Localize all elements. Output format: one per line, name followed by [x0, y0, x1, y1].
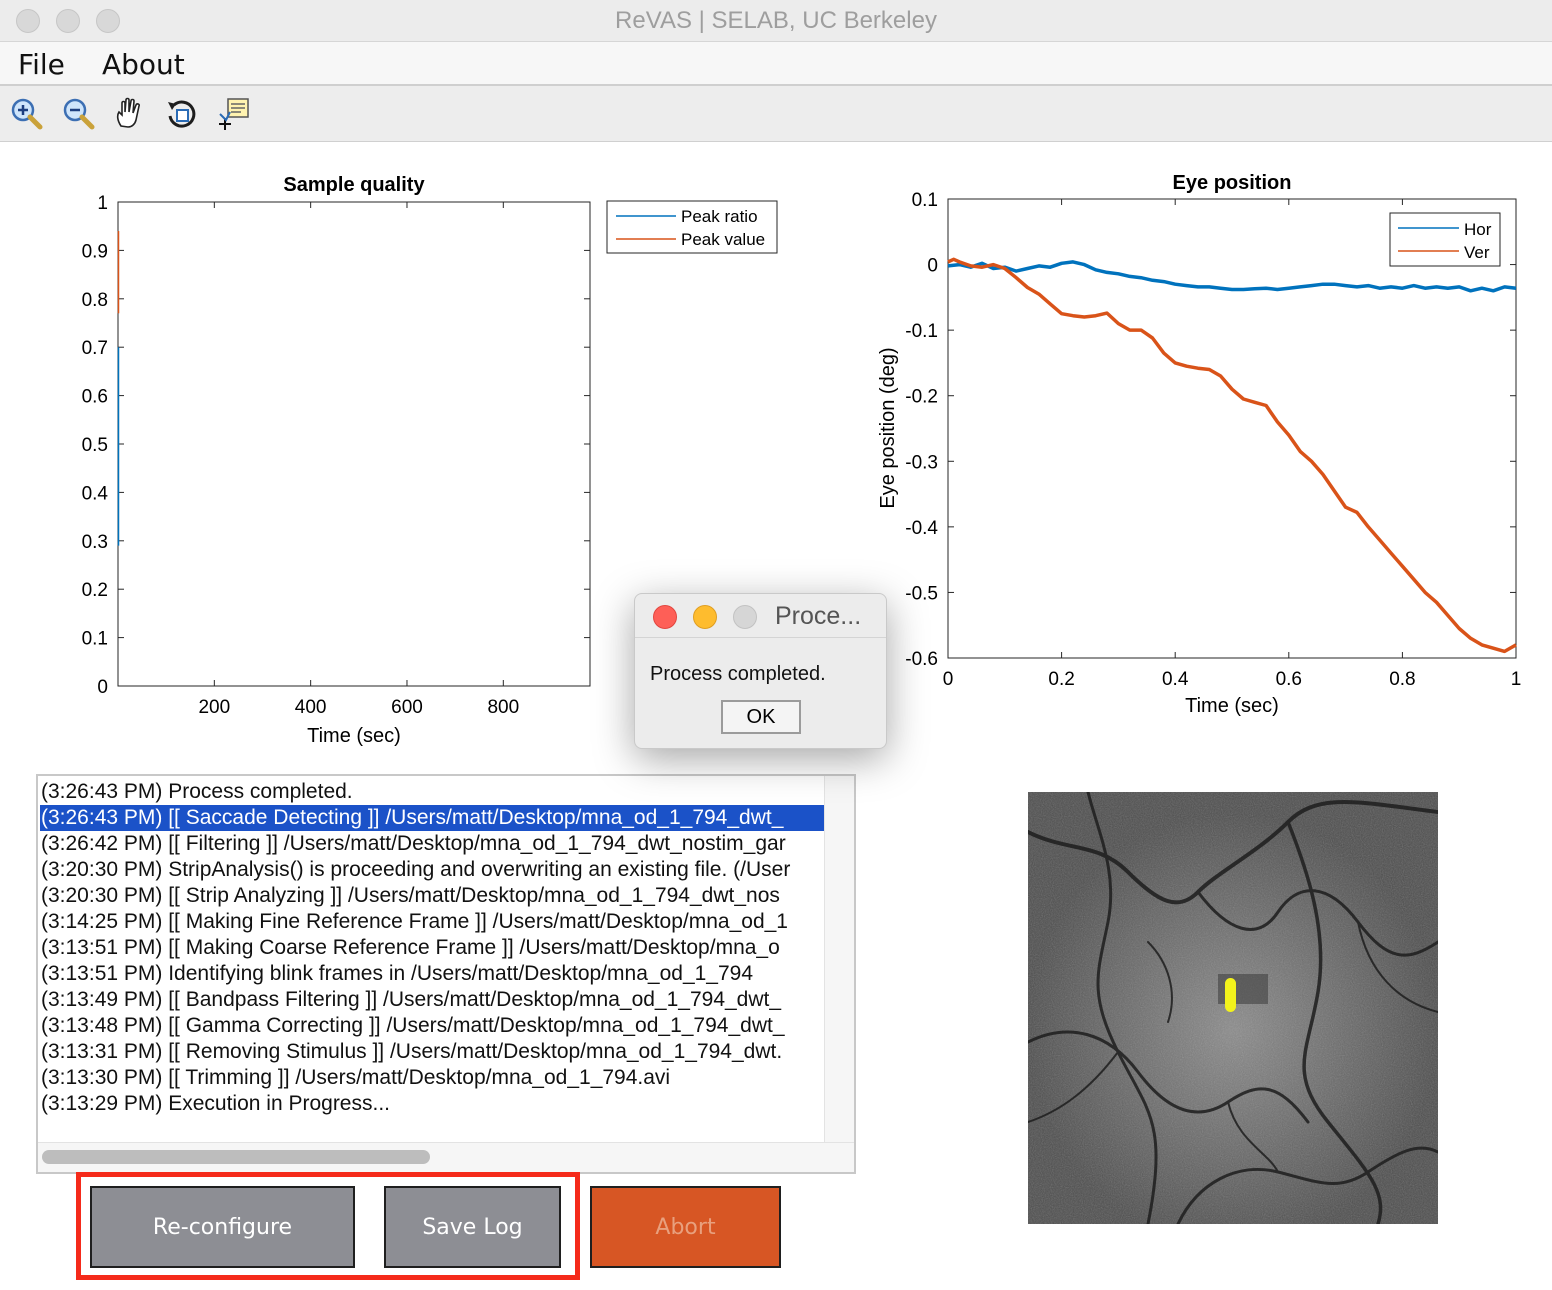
sample-quality-xtick-label: 600 [391, 697, 423, 718]
sample-quality-ytick-label: 0.5 [82, 435, 108, 456]
dialog-zoom-button[interactable] [733, 605, 757, 629]
eye-position-legend-box [1389, 212, 1501, 267]
reconfigure-button[interactable]: Re-configure [90, 1186, 355, 1268]
sample-quality-axes: 0 0.1 0.2 0.3 0.4 0.5 0.6 0.7 0.8 0.9 1 200 400 600 8… [82, 174, 778, 747]
log-line[interactable]: (3:13:49 PM) [[ Bandpass Filtering ]] /U… [41, 988, 782, 1011]
process-completed-dialog: Proce... Process completed. OK [634, 593, 887, 749]
log-vertical-scrollbar[interactable] [824, 776, 854, 1142]
eye-position-series-hor [947, 260, 1517, 293]
sample-quality-xtick-label: 800 [487, 697, 519, 718]
eye-position-xlabel: Time (sec) [1185, 695, 1279, 717]
window-zoom-button[interactable] [96, 9, 120, 33]
log-horizontal-scrollbar[interactable] [38, 1142, 854, 1172]
log-line[interactable]: (3:20:30 PM) [[ Strip Analyzing ]] /User… [41, 884, 780, 907]
legend-hor-label: Hor [1464, 220, 1492, 239]
eye-position-xtick-label: 0.4 [1162, 669, 1189, 690]
log-line[interactable]: (3:13:51 PM) Identifying blink frames in… [41, 962, 754, 985]
log-line[interactable]: (3:13:30 PM) [[ Trimming ]] /Users/matt/… [41, 1066, 671, 1089]
sample-quality-ytick-label: 1 [97, 193, 108, 214]
sample-quality-ytick-label: 0.8 [82, 290, 108, 311]
eye-position-xtick-label: 0.2 [1048, 669, 1074, 690]
sample-quality-xtick-label: 400 [295, 697, 327, 718]
sample-quality-legend-box [606, 200, 778, 254]
eye-position-ytick-label: -0.1 [905, 321, 938, 342]
log-line[interactable]: (3:13:29 PM) Execution in Progress... [41, 1092, 390, 1115]
pan-hand-icon[interactable] [112, 96, 148, 132]
eye-position-series-ver [947, 257, 1517, 654]
figure-toolbar [0, 86, 1552, 142]
eye-position-plot-box [947, 198, 1517, 659]
log-line[interactable]: (3:26:42 PM) [[ Filtering ]] /Users/matt… [41, 832, 786, 855]
eye-position-ytick-label: -0.5 [905, 583, 938, 604]
log-line[interactable]: (3:26:43 PM) Process completed. [41, 780, 353, 803]
window-title: ReVAS | SELAB, UC Berkeley [615, 7, 937, 34]
window-close-button[interactable] [16, 9, 40, 33]
eye-position-axes: 0.1 0 -0.1 -0.2 -0.3 -0.4 -0.5 -0.6 0 0.2 0.4 0.6 0… [877, 172, 1521, 717]
retina-image-drawing [1028, 792, 1438, 1224]
eye-position-ylabel: Eye position (deg) [877, 347, 899, 508]
log-line[interactable]: (3:13:48 PM) [[ Gamma Correcting ]] /Use… [41, 1014, 785, 1037]
eye-position-xtick-label: 0.6 [1276, 669, 1302, 690]
log-line[interactable]: (3:20:30 PM) StripAnalysis() is proceedi… [41, 858, 791, 881]
dialog-title-bar: Proce... [635, 594, 886, 638]
retina-image [1028, 792, 1438, 1224]
abort-button[interactable]: Abort [590, 1186, 781, 1268]
sample-quality-title: Sample quality [283, 174, 425, 196]
sample-quality-ytick-label: 0.9 [82, 241, 108, 262]
buttons-highlight-box [76, 1172, 580, 1280]
sample-quality-xlabel: Time (sec) [307, 725, 401, 747]
sample-quality-ytick-label: 0 [97, 677, 108, 698]
save-log-button[interactable]: Save Log [384, 1186, 561, 1268]
log-listbox[interactable]: (3:26:43 PM) Process completed. (3:26:43 … [36, 774, 856, 1174]
window-minimize-button[interactable] [56, 9, 80, 33]
sample-quality-ytick-label: 0.3 [82, 532, 108, 553]
eye-position-xtick-label: 0 [943, 669, 954, 690]
log-line[interactable]: (3:26:43 PM) [[ Saccade Detecting ]] /Us… [40, 805, 824, 831]
menu-bar: File About [0, 42, 1552, 86]
dialog-minimize-button[interactable] [693, 605, 717, 629]
eye-position-ytick-label: -0.2 [905, 387, 938, 408]
eye-position-legend[interactable]: Hor Ver [1389, 212, 1501, 267]
eye-position-ytick-label: 0.1 [912, 190, 938, 211]
sample-quality-legend[interactable]: Peak ratio Peak value [606, 200, 778, 254]
log-line[interactable]: (3:13:51 PM) [[ Making Coarse Reference … [41, 936, 780, 959]
sample-quality-ytick-label: 0.6 [82, 387, 108, 408]
dialog-title: Proce... [775, 602, 862, 630]
log-line[interactable]: (3:13:31 PM) [[ Removing Stimulus ]] /Us… [41, 1040, 783, 1063]
menu-about[interactable]: About [102, 48, 185, 81]
log-line[interactable]: (3:14:25 PM) [[ Making Fine Reference Fr… [41, 910, 788, 933]
sample-quality-xtick-label: 200 [198, 697, 230, 718]
menu-file[interactable]: File [18, 48, 65, 81]
legend-peak-ratio-label: Peak ratio [681, 207, 758, 226]
eye-position-title: Eye position [1173, 172, 1292, 194]
legend-ver-label: Ver [1464, 243, 1490, 262]
eye-position-ytick-label: 0 [927, 256, 938, 277]
zoom-in-icon[interactable] [8, 96, 44, 132]
fixation-marker [1225, 978, 1236, 1012]
dialog-message: Process completed. [650, 663, 826, 685]
eye-position-ytick-label: -0.4 [905, 518, 938, 539]
rotate-3d-icon[interactable] [164, 96, 200, 132]
title-bar: ReVAS | SELAB, UC Berkeley [0, 0, 1552, 42]
charts-area: 0 0.1 0.2 0.3 0.4 0.5 0.6 0.7 0.8 0.9 1 200 400 600 8… [82, 172, 1522, 747]
sample-quality-plot-box [117, 201, 591, 687]
legend-peak-value-label: Peak value [681, 230, 765, 249]
sample-quality-ytick-label: 0.4 [82, 483, 109, 504]
dialog-close-button[interactable] [653, 605, 677, 629]
sample-quality-ytick-label: 0.2 [82, 580, 108, 601]
zoom-out-icon[interactable] [60, 96, 96, 132]
eye-position-xtick-label: 1 [1511, 669, 1522, 690]
data-cursor-icon[interactable] [216, 96, 252, 132]
eye-position-ytick-label: -0.3 [905, 452, 938, 473]
eye-position-ytick-label: -0.6 [905, 649, 938, 670]
log-horizontal-scroll-thumb[interactable] [42, 1150, 430, 1164]
dialog-ok-button[interactable]: OK [721, 700, 801, 734]
sample-quality-ytick-label: 0.1 [82, 629, 108, 650]
sample-quality-ytick-label: 0.7 [82, 338, 108, 359]
eye-position-xtick-label: 0.8 [1389, 669, 1415, 690]
log-lines: (3:26:43 PM) Process completed. (3:26:43 … [40, 779, 824, 1117]
